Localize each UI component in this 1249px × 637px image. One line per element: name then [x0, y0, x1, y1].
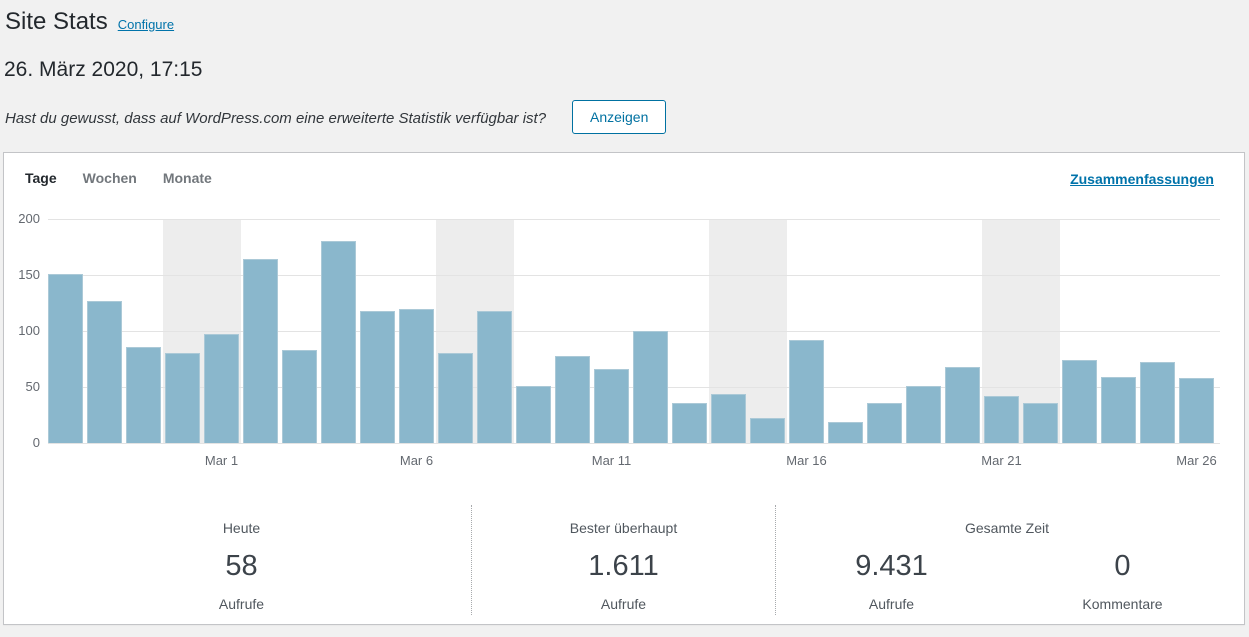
y-axis-tick-label: 100 — [18, 323, 40, 338]
x-axis-tick-label: Mar 1 — [204, 453, 239, 468]
chart-bar[interactable] — [1140, 362, 1175, 443]
chart-bar[interactable] — [282, 350, 317, 443]
chart-bar[interactable] — [321, 241, 356, 443]
stat-today-label: Heute — [222, 520, 261, 536]
stats-panel: Tage Wochen Monate Zusammenfassungen 0 50… — [3, 152, 1245, 625]
chart-bar[interactable] — [477, 310, 512, 443]
stat-all-time-label: Gesamte Zeit — [964, 520, 1050, 536]
stat-today-sublabel: Aufrufe — [218, 595, 265, 612]
chart-bar[interactable] — [672, 402, 707, 443]
stat-all-time: Gesamte Zeit 9.431 Aufrufe 0 Kommentare — [775, 505, 1238, 615]
chart-bar[interactable] — [1062, 360, 1097, 443]
y-axis-tick-label: 150 — [18, 267, 40, 282]
gridline — [48, 274, 1220, 276]
chart-bar[interactable] — [165, 353, 200, 443]
stat-best-ever-label: Bester überhaupt — [569, 520, 678, 536]
summary-stats: Heute 58 Aufrufe Bester überhaupt 1.611 … — [12, 505, 1238, 615]
anzeigen-button[interactable]: Anzeigen — [572, 100, 667, 134]
gridline — [48, 442, 1220, 444]
views-bar-chart: 0 50 100 150 200 Mar 1 Mar 6 Mar 11 Mar 16 Mar 21… — [18, 211, 1220, 468]
chart-bar[interactable] — [204, 334, 239, 443]
chart-bar[interactable] — [789, 339, 824, 443]
chart-bar[interactable] — [243, 259, 278, 443]
date-heading: 26. März 2020, 17:15 — [4, 58, 203, 81]
stat-all-time-views-sublabel: Aufrufe — [868, 595, 915, 612]
chart-bar[interactable] — [594, 369, 629, 443]
chart-bar[interactable] — [828, 421, 863, 443]
stat-best-ever-sublabel: Aufrufe — [600, 595, 647, 612]
stat-all-time-comments-value: 0 — [1114, 549, 1131, 582]
chart-bar[interactable] — [126, 346, 161, 443]
chart-bar[interactable] — [750, 418, 785, 443]
chart-bar[interactable] — [1179, 378, 1214, 443]
chart-bar[interactable] — [438, 353, 473, 443]
chart-bar[interactable] — [48, 273, 83, 443]
y-axis-tick-label: 50 — [25, 379, 40, 394]
tab-tage[interactable]: Tage — [25, 170, 57, 186]
stat-all-time-items: 9.431 Aufrufe 0 Kommentare — [776, 549, 1238, 613]
chart-bar[interactable] — [945, 366, 980, 443]
summaries-link[interactable]: Zusammenfassungen — [1070, 171, 1214, 187]
x-axis-tick-label: Mar 26 — [1176, 453, 1217, 468]
chart-bar[interactable] — [516, 385, 551, 443]
stat-best-ever: Bester überhaupt 1.611 Aufrufe — [471, 505, 775, 615]
stat-all-time-comments: 0 Kommentare — [1007, 549, 1238, 613]
stat-best-ever-value: 1.611 — [588, 549, 659, 582]
chart-bar[interactable] — [1023, 402, 1058, 443]
chart-bar[interactable] — [984, 395, 1019, 443]
y-axis-tick-label: 200 — [18, 211, 40, 226]
chart-bar[interactable] — [87, 300, 122, 443]
upgrade-notice: Hast du gewusst, dass auf WordPress.com … — [5, 100, 667, 136]
chart-bar[interactable] — [867, 402, 902, 443]
x-axis-tick-label: Mar 16 — [786, 453, 827, 468]
x-axis-tick-label: Mar 21 — [981, 453, 1022, 468]
stat-all-time-views-value: 9.431 — [855, 549, 928, 582]
gridline — [48, 218, 1220, 220]
chart-bar[interactable] — [360, 310, 395, 443]
period-tabs: Tage Wochen Monate — [25, 170, 212, 186]
stat-all-time-views: 9.431 Aufrufe — [776, 549, 1007, 613]
tab-monate[interactable]: Monate — [162, 170, 212, 186]
chart-bar[interactable] — [633, 331, 668, 443]
stat-today: Heute 58 Aufrufe — [12, 505, 471, 615]
chart-bar[interactable] — [555, 355, 590, 443]
x-axis-tick-label: Mar 11 — [591, 453, 632, 468]
chart-bar[interactable] — [399, 308, 434, 443]
y-axis-tick-label: 0 — [32, 435, 40, 450]
tab-wochen[interactable]: Wochen — [82, 170, 137, 186]
chart-bar[interactable] — [1101, 376, 1136, 443]
configure-link[interactable]: Configure — [117, 17, 175, 32]
page-title: Site Stats — [5, 8, 108, 35]
chart-bar[interactable] — [711, 393, 746, 443]
chart-bar[interactable] — [906, 385, 941, 443]
page-header: Site Stats Configure — [5, 8, 174, 37]
x-axis-tick-label: Mar 6 — [399, 453, 434, 468]
notice-text: Hast du gewusst, dass auf WordPress.com … — [5, 109, 547, 127]
stat-all-time-comments-sublabel: Kommentare — [1082, 595, 1163, 612]
stat-today-value: 58 — [225, 549, 258, 582]
